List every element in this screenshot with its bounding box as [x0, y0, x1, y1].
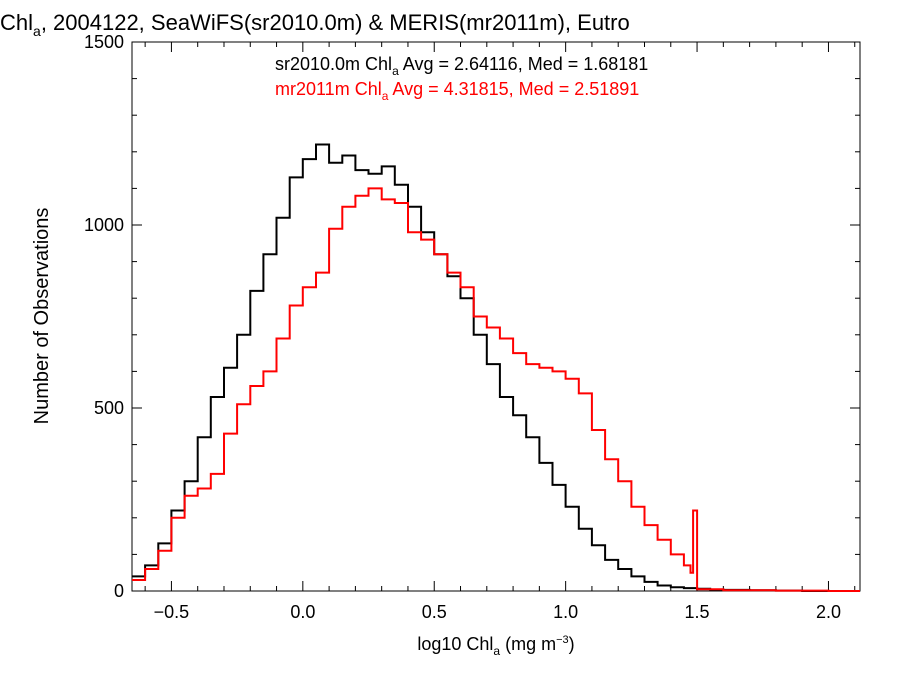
x-tick-label: 1.5 [685, 602, 710, 622]
y-tick-label: 500 [94, 398, 124, 418]
mr2011-histogram-line [132, 187, 860, 592]
y-tick-label: 0 [114, 581, 124, 601]
x-axis-label: log10 Chla (mg m−3) [417, 634, 574, 658]
y-axis-label: Number of Observations [31, 208, 53, 425]
sr2010-histogram-line [132, 143, 860, 592]
x-tick-label: −0.5 [154, 602, 190, 622]
x-tick-label: 2.0 [816, 602, 841, 622]
axis-ticks: −0.5 0.0 0.5 1.0 1.5 2.0 0 500 1000 1500 [84, 32, 860, 622]
series-layer [132, 143, 860, 592]
annotation-sr2010-stats: sr2010.0m Chla Avg = 2.64116, Med = 1.68… [275, 54, 648, 78]
annotation-mr2011-stats: mr2011m Chla Avg = 4.31815, Med = 2.5189… [275, 79, 639, 103]
x-tick-label: 0.0 [290, 602, 315, 622]
chart-title: Chla, 2004122, SeaWiFS(sr2010.0m) & MERI… [0, 10, 630, 39]
plot-frame [131, 41, 861, 592]
x-tick-label: 1.0 [553, 602, 578, 622]
plot-area: −0.5 0.0 0.5 1.0 1.5 2.0 0 500 1000 1500 [84, 32, 861, 622]
y-tick-label: 1000 [84, 215, 124, 235]
x-tick-label: 0.5 [422, 602, 447, 622]
y-tick-label: 1500 [84, 32, 124, 52]
annotations: sr2010.0m Chla Avg = 2.64116, Med = 1.68… [275, 54, 648, 103]
